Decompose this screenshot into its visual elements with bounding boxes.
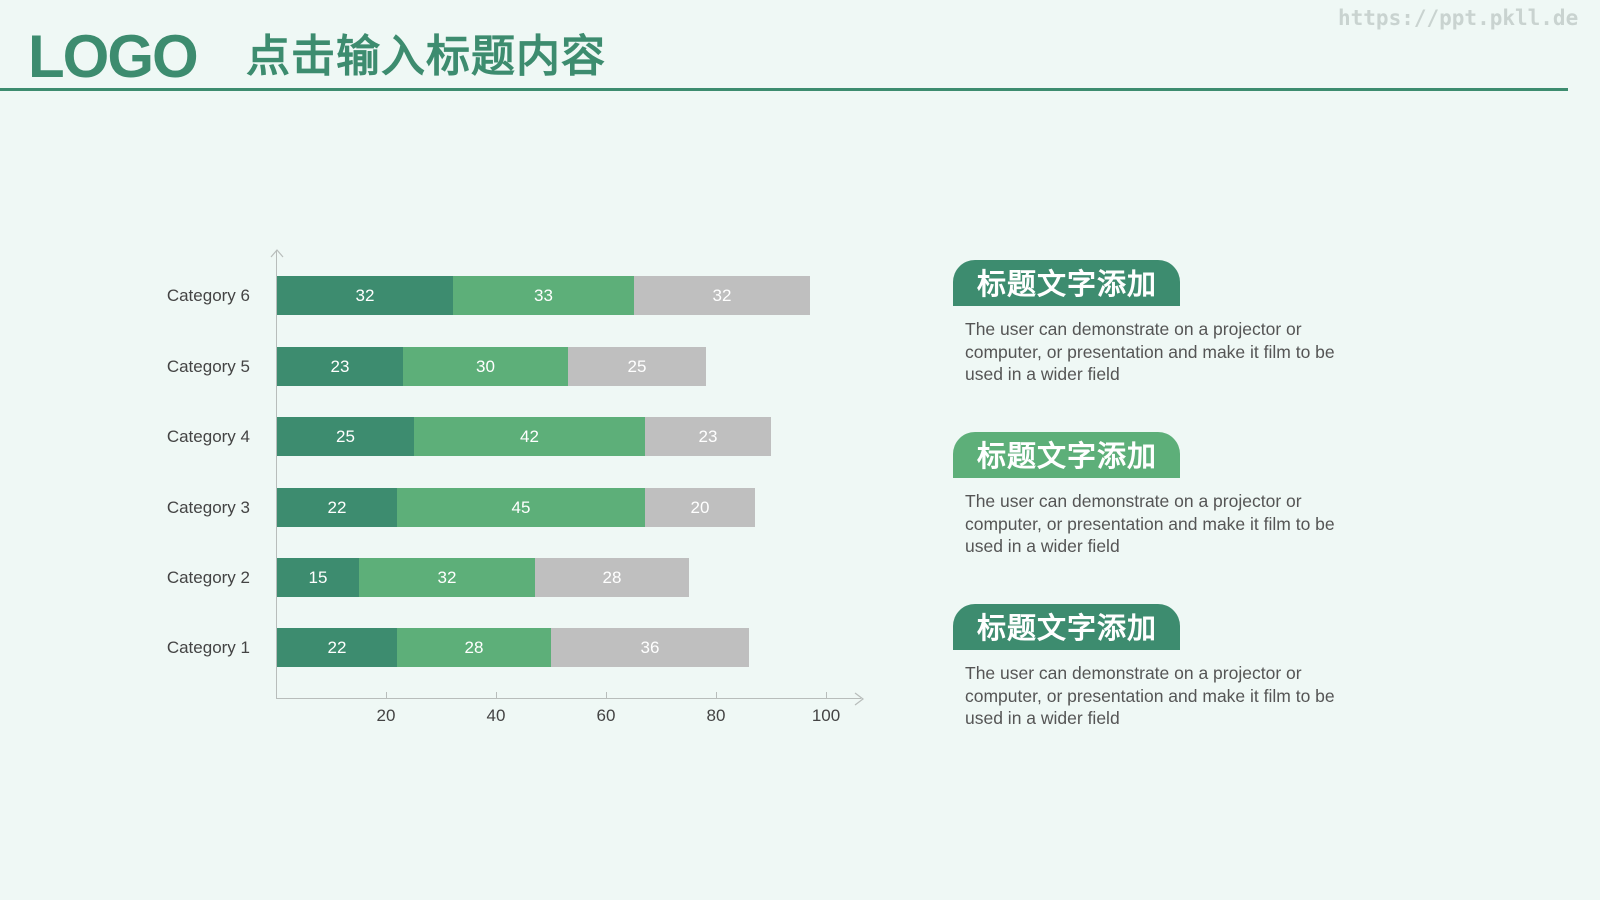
bar-segment-series-1: 22 xyxy=(277,488,397,527)
page-title: 点击输入标题内容 xyxy=(246,31,606,82)
bar-segment-series-3: 32 xyxy=(634,276,810,315)
category-label: Category 5 xyxy=(166,357,250,376)
card-description: The user can demonstrate on a projector … xyxy=(965,663,1335,728)
bar-segment-series-3: 36 xyxy=(551,628,749,667)
x-axis-arrow-icon xyxy=(854,692,864,706)
bar-row: 25 42 23 xyxy=(277,417,771,456)
card-title: 标题文字添加 xyxy=(953,432,1180,478)
card-description: The user can demonstrate on a projector … xyxy=(965,491,1335,556)
bar-segment-series-1: 23 xyxy=(277,347,403,386)
card-title: 标题文字添加 xyxy=(953,260,1180,306)
bar-segment-series-2: 42 xyxy=(414,417,645,456)
bar-segment-series-2: 32 xyxy=(359,558,535,597)
x-tick-label: 80 xyxy=(706,706,726,725)
category-label: Category 6 xyxy=(166,286,250,305)
card-title: 标题文字添加 xyxy=(953,604,1180,650)
x-tick xyxy=(386,692,387,699)
header-divider xyxy=(0,88,1568,91)
category-label: Category 4 xyxy=(166,427,250,446)
bar-row: 15 32 28 xyxy=(277,558,689,597)
bar-segment-series-3: 25 xyxy=(568,347,706,386)
info-card: 标题文字添加 The user can demonstrate on a pro… xyxy=(953,432,1373,558)
x-tick-label: 60 xyxy=(596,706,616,725)
x-tick-label: 20 xyxy=(376,706,396,725)
category-label: Category 1 xyxy=(166,638,250,657)
bar-segment-series-1: 22 xyxy=(277,628,397,667)
stacked-bar-chart: Category 6 32 33 32 Category 5 23 30 25 … xyxy=(0,0,900,760)
bar-row: 32 33 32 xyxy=(277,276,810,315)
logo: LOGO xyxy=(28,23,199,90)
bar-segment-series-2: 30 xyxy=(403,347,568,386)
y-axis xyxy=(276,250,277,699)
info-card: 标题文字添加 The user can demonstrate on a pro… xyxy=(953,260,1373,386)
bar-row: 23 30 25 xyxy=(277,347,706,386)
bar-row: 22 28 36 xyxy=(277,628,749,667)
x-tick xyxy=(606,692,607,699)
bar-segment-series-1: 15 xyxy=(277,558,359,597)
x-tick xyxy=(496,692,497,699)
bar-segment-series-3: 28 xyxy=(535,558,689,597)
x-tick-label: 40 xyxy=(486,706,506,725)
bar-segment-series-2: 33 xyxy=(453,276,634,315)
x-axis xyxy=(276,698,861,699)
bar-segment-series-2: 28 xyxy=(397,628,551,667)
info-card: 标题文字添加 The user can demonstrate on a pro… xyxy=(953,604,1373,730)
category-label: Category 3 xyxy=(166,498,250,517)
bar-row: 22 45 20 xyxy=(277,488,755,527)
bar-segment-series-1: 25 xyxy=(277,417,414,456)
bar-segment-series-3: 20 xyxy=(645,488,755,527)
watermark: https://ppt.pkll.de xyxy=(1338,6,1579,30)
x-tick xyxy=(826,692,827,699)
bar-segment-series-3: 23 xyxy=(645,417,771,456)
card-description: The user can demonstrate on a projector … xyxy=(965,319,1335,384)
x-tick xyxy=(716,692,717,699)
x-tick-label: 100 xyxy=(811,706,841,725)
bar-segment-series-2: 45 xyxy=(397,488,645,527)
y-axis-arrow-icon xyxy=(270,249,284,258)
category-label: Category 2 xyxy=(166,568,250,587)
bar-segment-series-1: 32 xyxy=(277,276,453,315)
